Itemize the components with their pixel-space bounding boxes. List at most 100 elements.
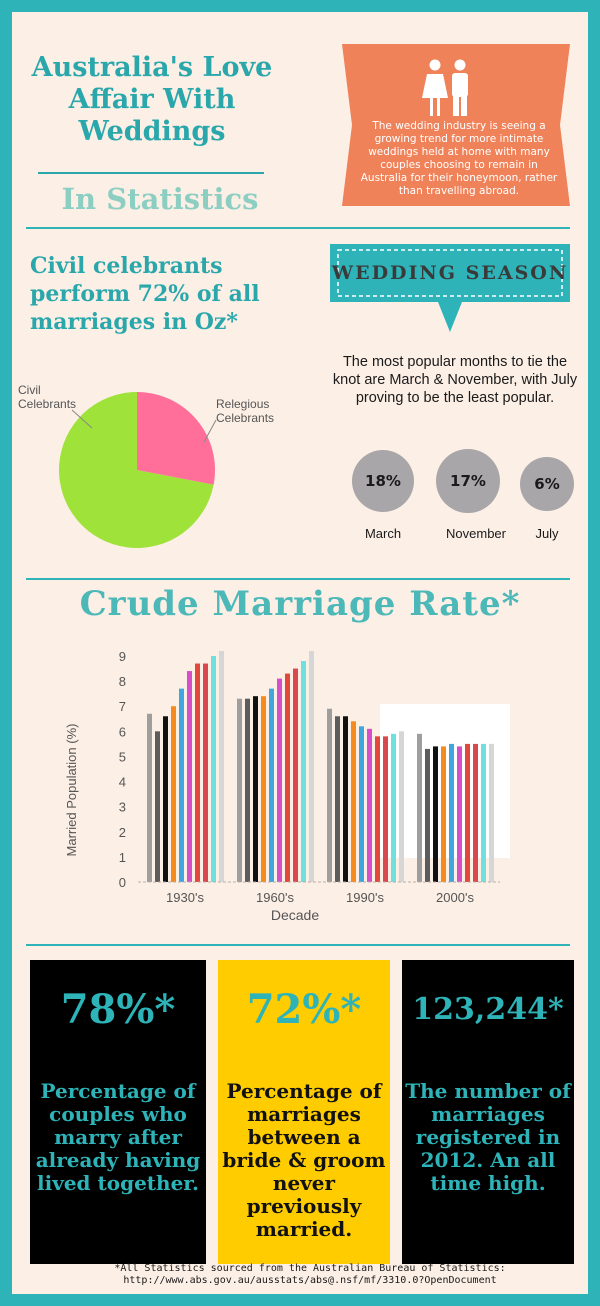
- chart-bar: [481, 743, 486, 882]
- chart-y-tick-label: 1: [119, 850, 126, 865]
- chart-bar: [417, 733, 422, 882]
- pie-label-leaders: [71, 409, 217, 443]
- chart-bar: [301, 661, 306, 882]
- chart-bar: [269, 688, 274, 882]
- chart-bar: [343, 716, 348, 882]
- intro-banner: [342, 44, 570, 206]
- chart-y-tick-label: 0: [119, 875, 126, 890]
- intro-banner-shape: [342, 44, 570, 206]
- month-value-march: 18%: [365, 472, 401, 490]
- chart-y-tick-label: 9: [119, 649, 126, 664]
- stat-value-registrations: 123,244*: [412, 992, 564, 1027]
- celebrants-headline: Civil celebrants perform 72% of all marr…: [30, 253, 260, 335]
- stat-value-cohabitation: 78%*: [60, 986, 176, 1033]
- section-divider: [26, 944, 570, 946]
- chart-bar: [195, 663, 200, 882]
- chart-y-tick-label: 7: [119, 699, 126, 714]
- chart-bar: [261, 696, 266, 882]
- chart-bar: [203, 663, 208, 882]
- chart-y-tick-label: 6: [119, 724, 126, 739]
- month-value-july: 6%: [534, 475, 560, 493]
- stat-panel-cohabitation: 78%* Percentage of couples who marry aft…: [30, 960, 206, 1264]
- source-url[interactable]: http://www.abs.gov.au/ausstats/abs@.nsf/…: [123, 1275, 497, 1286]
- chart-y-tick-label: 5: [119, 749, 126, 764]
- chart-x-tick-label: 2000's: [436, 890, 474, 905]
- chart-bar: [309, 650, 314, 882]
- stat-panel-first-marriage: 72%* Percentage of marriages between a b…: [218, 960, 390, 1264]
- chart-bar: [155, 731, 160, 882]
- chart-bar: [163, 716, 168, 882]
- chart-bar: [253, 696, 258, 882]
- chart-bar: [245, 698, 250, 882]
- chart-bar: [187, 671, 192, 882]
- chart-bar: [237, 698, 242, 882]
- section-divider: [26, 227, 570, 229]
- couple-icon: [422, 59, 468, 116]
- month-circle-november: 17%: [436, 449, 500, 513]
- chart-y-tick-label: 2: [119, 825, 126, 840]
- chart-bar: [335, 716, 340, 882]
- season-description: The most popular months to tie the knot …: [332, 354, 578, 406]
- chart-bar: [219, 650, 224, 882]
- page-title: Australia's Love Affair With Weddings: [31, 52, 273, 147]
- stat-text-cohabitation: Percentage of couples who marry after al…: [35, 1079, 201, 1195]
- pie-label-religious: Relegious Celebrants: [216, 397, 275, 425]
- section-divider: [26, 578, 570, 580]
- pie-slice-religious: [137, 392, 215, 485]
- chart-bar: [147, 713, 152, 882]
- chart-bar: [383, 736, 388, 882]
- month-label-march: March: [364, 526, 402, 541]
- pie-label-civil: Civil Celebrants: [18, 383, 77, 411]
- chart-bar: [211, 656, 216, 882]
- source-footer: *All Statistics sourced from the Austral…: [60, 1263, 560, 1287]
- pie-slice-civil: [59, 392, 214, 548]
- celebrants-pie-chart: [59, 392, 215, 548]
- chart-bar: [433, 746, 438, 882]
- season-banner-shape: [330, 244, 570, 332]
- chart-bar: [351, 721, 356, 882]
- source-note: *All Statistics sourced from the Austral…: [114, 1263, 506, 1274]
- month-circle-july: 6%: [520, 457, 574, 511]
- chart-bar: [375, 736, 380, 882]
- chart-bar: [293, 668, 298, 882]
- chart-title: Crude Marriage Rate*: [79, 584, 521, 624]
- chart-bar: [359, 726, 364, 882]
- month-label-november: November: [446, 526, 506, 541]
- chart-bar: [367, 728, 372, 882]
- chart-bar: [441, 746, 446, 882]
- chart-y-tick-label: 4: [119, 775, 126, 790]
- month-label-july: July: [535, 526, 559, 541]
- season-banner: [330, 244, 570, 334]
- chart-bar: [285, 673, 290, 882]
- chart-x-axis-label: Decade: [271, 907, 319, 923]
- chart-x-tick-label: 1960's: [256, 890, 294, 905]
- chart-bar: [457, 746, 462, 882]
- chart-bar: [171, 706, 176, 882]
- chart-bar: [449, 743, 454, 882]
- title-divider: [38, 172, 264, 174]
- marriage-rate-chart: 0 1 2 3 4 5 6 7 8 9 1930's 1960's 1990's 2000's Deca…: [64, 649, 510, 923]
- chart-bar: [327, 708, 332, 882]
- month-value-november: 17%: [450, 472, 486, 490]
- chart-bar: [277, 678, 282, 882]
- chart-bar: [465, 743, 470, 882]
- stat-text-first-marriage: Percentage of marriages between a bride …: [222, 1079, 386, 1241]
- chart-bar: [489, 743, 494, 882]
- chart-bar: [473, 743, 478, 882]
- page-subtitle: In Statistics: [61, 182, 259, 216]
- season-title: WEDDING SEASON: [331, 262, 569, 284]
- stat-panel-registrations: 123,244* The number of marriages registe…: [402, 960, 574, 1264]
- intro-text: The wedding industry is seeing a growing…: [360, 120, 558, 197]
- chart-x-tick-label: 1990's: [346, 890, 384, 905]
- month-circle-march: 18%: [352, 450, 414, 512]
- chart-y-tick-label: 3: [119, 800, 126, 815]
- chart-y-tick-label: 8: [119, 674, 126, 689]
- chart-x-tick-label: 1930's: [166, 890, 204, 905]
- chart-y-axis-label: Married Population (%): [64, 724, 79, 857]
- chart-bar: [179, 688, 184, 882]
- stat-text-registrations: The number of marriages registered in 20…: [405, 1079, 571, 1195]
- stat-value-first-marriage: 72%*: [246, 986, 362, 1033]
- chart-bar: [425, 748, 430, 882]
- chart-bar: [399, 731, 404, 882]
- chart-bar: [391, 733, 396, 882]
